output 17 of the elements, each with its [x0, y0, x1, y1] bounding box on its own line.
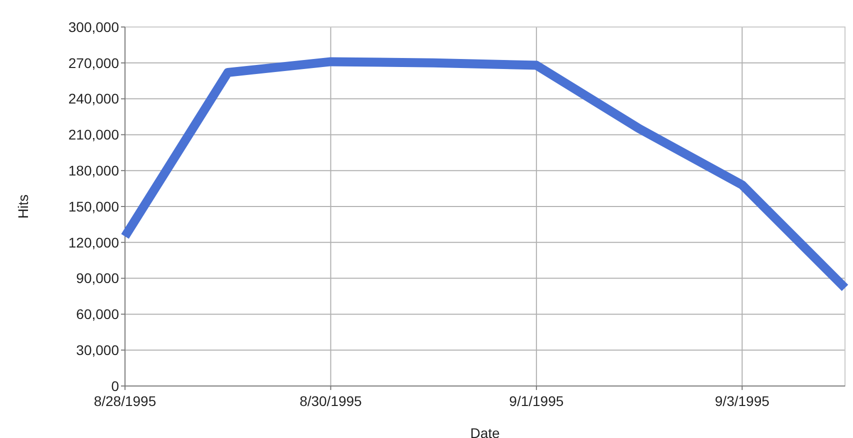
- x-tick-label: 9/1/1995: [509, 393, 564, 409]
- y-tick-label: 180,000: [68, 162, 120, 178]
- y-tick-label: 0: [111, 378, 120, 394]
- y-tick-label: 150,000: [68, 198, 120, 214]
- x-tick-label: 8/30/1995: [300, 393, 362, 409]
- x-tick-label: 9/3/1995: [714, 393, 770, 409]
- x-axis-title: Date: [470, 425, 500, 438]
- y-tick-label: 90,000: [76, 270, 120, 286]
- y-tick-label: 300,000: [68, 18, 120, 35]
- x-tick-label: 8/28/1995: [94, 393, 156, 409]
- y-tick-label: 30,000: [76, 342, 120, 358]
- y-tick-label: 240,000: [68, 90, 120, 107]
- y-tick-label: 270,000: [68, 54, 120, 71]
- y-tick-label: 60,000: [76, 306, 120, 322]
- y-tick-label: 120,000: [68, 234, 120, 250]
- y-tick-label: 210,000: [68, 126, 120, 143]
- y-axis-title: Hits: [15, 194, 31, 219]
